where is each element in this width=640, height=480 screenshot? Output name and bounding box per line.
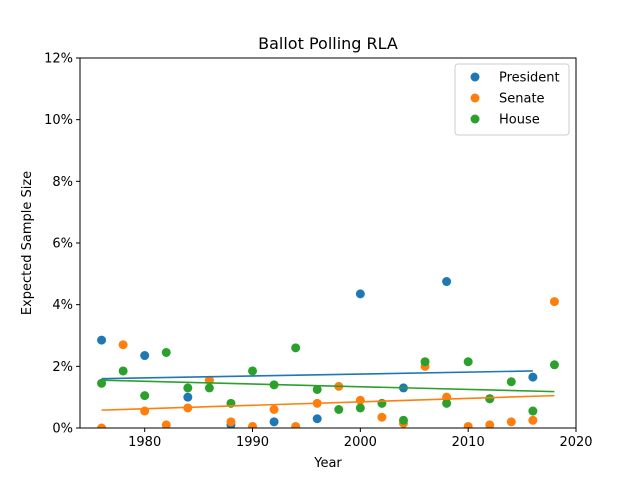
y-tick-label: 2%	[52, 360, 73, 375]
trendline-senate	[101, 394, 555, 411]
plot-marks	[97, 277, 559, 428]
point-senate	[161, 420, 171, 428]
point-senate	[97, 423, 107, 428]
point-house	[549, 360, 559, 370]
legend-marker-senate	[470, 93, 480, 103]
point-senate	[506, 417, 516, 427]
point-house	[398, 415, 408, 425]
legend-box	[454, 63, 570, 136]
x-tick-label: 1990	[236, 435, 269, 450]
point-president	[183, 392, 193, 402]
y-axis-label: Expected Sample Size	[20, 171, 35, 315]
legend-label-senate: Senate	[499, 92, 545, 107]
point-house	[528, 406, 538, 416]
trendline-president	[101, 370, 533, 380]
point-house	[248, 366, 258, 376]
point-president	[355, 289, 365, 299]
point-house	[118, 366, 128, 376]
point-senate	[248, 421, 258, 428]
point-president	[140, 351, 150, 361]
x-tick-label: 1980	[128, 435, 161, 450]
point-president	[269, 417, 279, 427]
point-senate	[226, 417, 236, 427]
x-tick-label: 2020	[559, 435, 592, 450]
point-president	[97, 335, 107, 345]
point-house	[355, 403, 365, 413]
point-house	[140, 391, 150, 401]
point-senate	[549, 297, 559, 307]
trendline-house	[101, 379, 555, 393]
legend-label-house: House	[499, 113, 540, 128]
y-tick-label: 8%	[52, 175, 73, 190]
y-tick-label: 10%	[44, 113, 73, 128]
point-president	[442, 277, 452, 287]
point-house	[463, 357, 473, 367]
point-house	[442, 398, 452, 408]
plot-area	[97, 277, 559, 428]
point-senate	[463, 421, 473, 428]
point-house	[420, 357, 430, 367]
legend-marker-house	[470, 114, 480, 124]
point-senate	[355, 395, 365, 405]
legend-marker-president	[470, 72, 480, 82]
point-house	[204, 383, 214, 393]
x-axis-label: Year	[313, 456, 342, 471]
point-president	[528, 372, 538, 382]
y-tick-label: 0%	[52, 422, 73, 437]
x-tick-label: 2010	[452, 435, 485, 450]
point-house	[506, 377, 516, 387]
point-senate	[485, 420, 495, 428]
point-house	[485, 394, 495, 404]
point-house	[377, 398, 387, 408]
x-tick-label: 2000	[344, 435, 377, 450]
chart-title: Ballot Polling RLA	[258, 34, 398, 53]
legend: President Senate House	[454, 63, 570, 136]
point-senate	[377, 412, 387, 422]
point-president	[312, 414, 322, 424]
point-senate	[118, 340, 128, 350]
point-senate	[528, 415, 538, 425]
point-house	[161, 347, 171, 357]
point-house	[291, 343, 301, 353]
point-house	[334, 405, 344, 414]
y-tick-label: 6%	[52, 237, 73, 252]
point-senate	[291, 421, 301, 428]
legend-label-president: President	[499, 71, 560, 86]
point-house	[312, 384, 322, 394]
point-senate	[269, 405, 279, 414]
y-tick-label: 4%	[52, 298, 73, 313]
y-tick-label: 12%	[44, 52, 73, 67]
point-house	[183, 383, 193, 393]
axes: 1980 1990 2000 2010 2020 0% 2% 4% 6% 8% 10% 12%	[44, 52, 592, 451]
